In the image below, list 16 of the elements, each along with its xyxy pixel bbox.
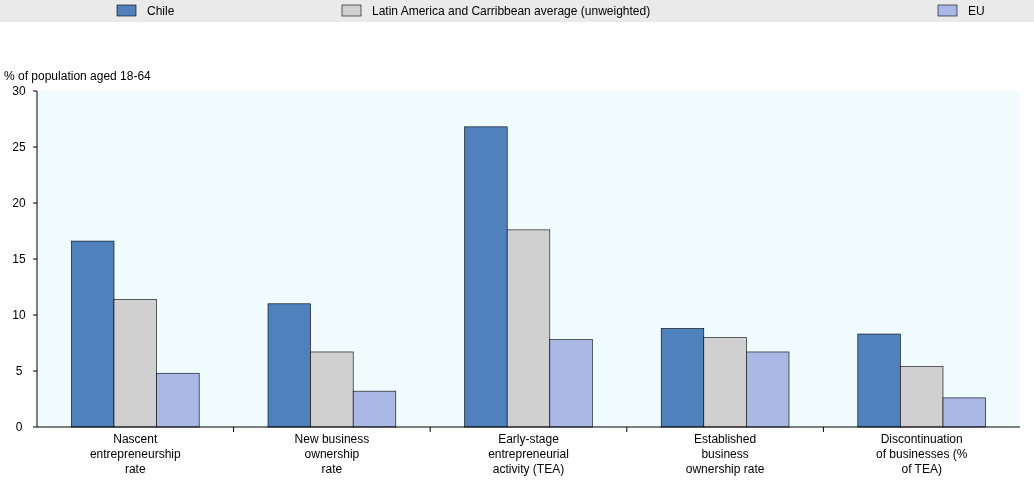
x-tick-label: Discontinuation of businesses (% of TEA) — [876, 432, 968, 476]
legend-label: Latin America and Carribbean average (unweighted) — [372, 4, 651, 18]
y-tick-label: 20 — [12, 196, 26, 210]
y-tick-label: 0 — [15, 420, 23, 434]
x-tick-label: Early-stage entrepreneurial activity (TEA) — [488, 432, 569, 476]
y-tick-label: 15 — [12, 252, 26, 266]
x-tick-label: New business ownership rate — [294, 432, 370, 476]
y-axis-title: % of population aged 18-64 — [4, 69, 152, 83]
x-tick-label: Established business ownership rate — [685, 432, 765, 476]
y-tick-label: 10 — [12, 308, 26, 322]
x-tick-label: Nascent entrepreneurship rate — [89, 432, 181, 476]
y-tick-label: 25 — [12, 140, 26, 154]
y-tick-label: 30 — [12, 84, 26, 98]
legend-label: Chile — [147, 4, 175, 18]
y-tick-label: 5 — [15, 364, 23, 378]
legend-label: EU — [968, 4, 985, 18]
